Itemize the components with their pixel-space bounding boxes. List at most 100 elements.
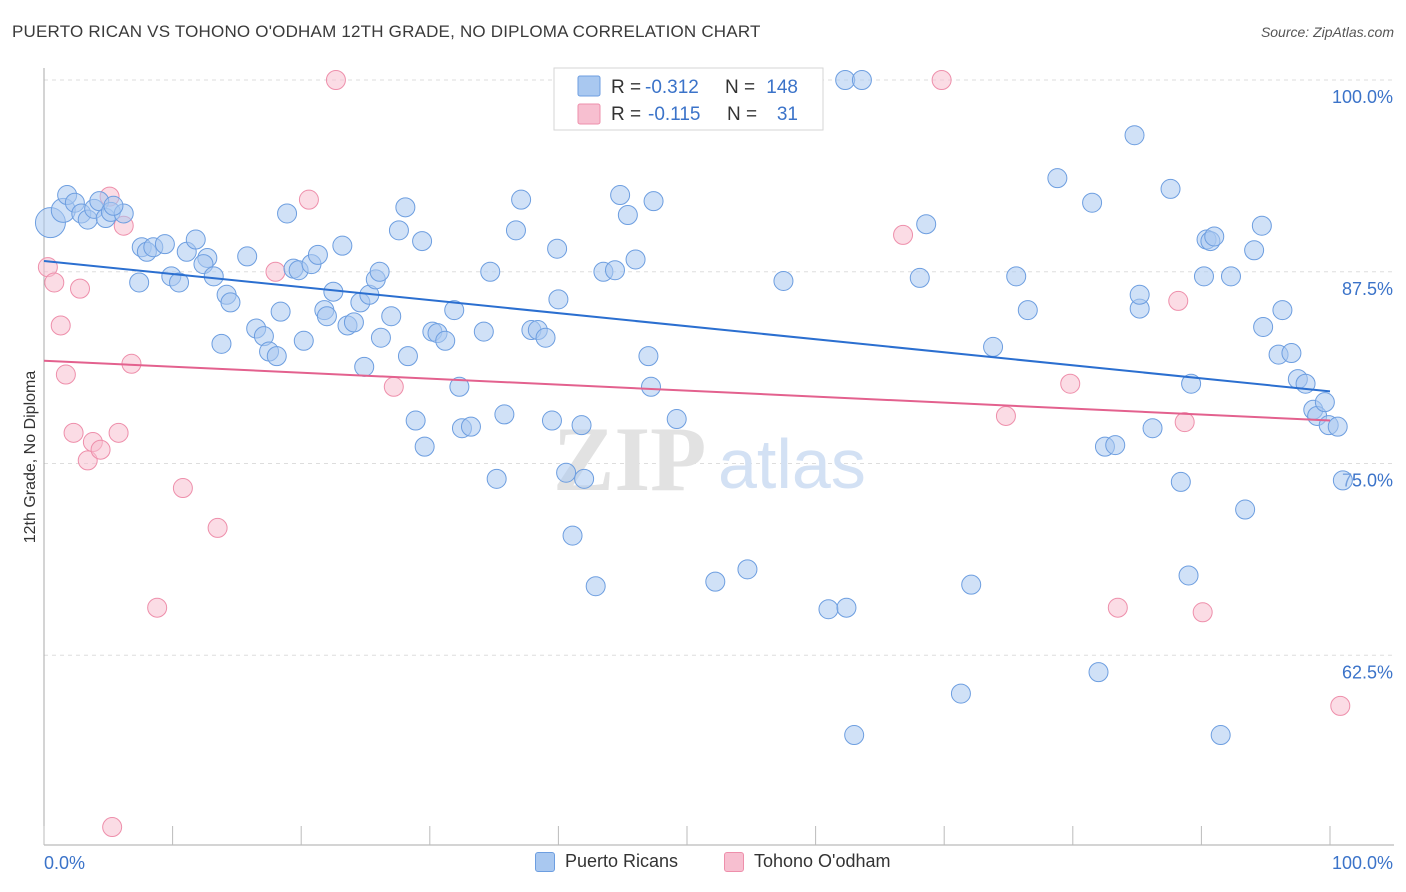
scatter-point-tohono-oodham <box>931 70 952 90</box>
scatter-point-puerto-ricans <box>1272 300 1293 321</box>
y-tick-label: 100.0% <box>1332 87 1393 107</box>
scatter-point-puerto-ricans <box>169 272 190 293</box>
scatter-point-puerto-ricans <box>414 436 435 457</box>
trend-line-tohono-oodham <box>43 359 1331 422</box>
legend-r-label-2: R = <box>611 104 641 125</box>
legend-n-value-2: 31 <box>777 104 798 125</box>
scatter-point-tohono-oodham <box>102 817 123 838</box>
scatter-point-puerto-ricans <box>851 70 872 90</box>
scatter-point-puerto-ricans <box>1017 300 1038 321</box>
scatter-point-puerto-ricans <box>1244 240 1265 261</box>
scatter-point-puerto-ricans <box>381 306 402 327</box>
legend-bottom: Puerto Ricans Tohono O'odham <box>0 851 1406 877</box>
scatter-point-puerto-ricans <box>1178 565 1199 586</box>
scatter-point-puerto-ricans <box>547 238 568 259</box>
legend-n-label-1: N = <box>725 77 755 98</box>
scatter-point-puerto-ricans <box>640 376 661 397</box>
scatter-point-puerto-ricans <box>983 336 1004 357</box>
scatter-point-puerto-ricans <box>316 306 337 327</box>
scatter-point-puerto-ricans <box>388 220 409 241</box>
scatter-point-puerto-ricans <box>1047 168 1068 189</box>
scatter-point-puerto-ricans <box>460 416 481 437</box>
scatter-point-puerto-ricans <box>1204 226 1225 247</box>
scatter-point-puerto-ricans <box>535 327 556 348</box>
trend-line-puerto-ricans <box>43 260 1331 393</box>
scatter-point-puerto-ricans <box>397 346 418 367</box>
y-tick-label: 87.5% <box>1342 279 1393 299</box>
scatter-point-tohono-oodham <box>55 364 76 385</box>
scatter-point-tohono-oodham <box>1192 602 1213 623</box>
scatter-point-puerto-ricans <box>950 683 971 704</box>
scatter-point-puerto-ricans <box>1314 392 1335 413</box>
scatter-point-puerto-ricans <box>1170 471 1191 492</box>
legend-label-puerto-ricans: Puerto Ricans <box>565 851 679 871</box>
scatter-point-tohono-oodham <box>77 450 98 471</box>
scatter-point-tohono-oodham <box>207 517 228 538</box>
scatter-point-puerto-ricans <box>1327 416 1348 437</box>
scatter-point-tohono-oodham <box>325 70 346 90</box>
scatter-point-tohono-oodham <box>44 272 65 293</box>
scatter-point-puerto-ricans <box>1088 662 1109 683</box>
scatter-point-puerto-ricans <box>574 468 595 489</box>
source-label: Source: ZipAtlas.com <box>1260 24 1394 40</box>
scatter-point-tohono-oodham <box>265 261 286 282</box>
scatter-point-puerto-ricans <box>511 189 532 210</box>
scatter-point-puerto-ricans <box>1105 435 1126 456</box>
x-tick-label-max: 100.0% <box>1332 853 1393 873</box>
scatter-point-puerto-ricans <box>412 231 433 252</box>
scatter-point-puerto-ricans <box>486 468 507 489</box>
scatter-point-puerto-ricans <box>405 410 426 431</box>
scatter-point-puerto-ricans <box>343 312 364 333</box>
legend-top: R = -0.312 N = 148 R = -0.115 N = 31 <box>553 67 824 131</box>
legend-r-value-2: -0.115 <box>648 104 700 125</box>
legend-swatch-pink <box>577 103 601 125</box>
scatter-point-puerto-ricans <box>370 327 391 348</box>
scatter-point-tohono-oodham <box>172 478 193 499</box>
scatter-point-tohono-oodham <box>893 224 914 245</box>
scatter-point-puerto-ricans <box>332 235 353 256</box>
scatter-point-puerto-ricans <box>444 300 465 321</box>
scatter-point-puerto-ricans <box>916 214 937 235</box>
scatter-point-puerto-ricans <box>1129 284 1150 305</box>
scatter-point-puerto-ricans <box>1124 125 1145 146</box>
legend-r-value-1: -0.312 <box>645 77 699 98</box>
series-puerto-ricans <box>34 70 1353 746</box>
scatter-point-tohono-oodham <box>70 278 91 299</box>
scatter-point-puerto-ricans <box>395 197 416 218</box>
scatter-point-puerto-ricans <box>818 599 839 620</box>
scatter-point-puerto-ricans <box>773 270 794 291</box>
scatter-point-puerto-ricans <box>1142 418 1163 439</box>
scatter-point-puerto-ricans <box>277 203 298 224</box>
scatter-point-puerto-ricans <box>1193 266 1214 287</box>
scatter-point-puerto-ricans <box>449 376 470 397</box>
scatter-point-puerto-ricans <box>556 462 577 483</box>
scatter-point-puerto-ricans <box>835 70 856 90</box>
scatter-point-tohono-oodham <box>108 422 129 443</box>
y-axis-title: 12th Grade, No Diploma <box>22 371 39 544</box>
legend-swatch-blue <box>577 75 601 97</box>
scatter-point-puerto-ricans <box>480 261 501 282</box>
scatter-point-puerto-ricans <box>836 597 857 618</box>
scatter-point-puerto-ricans <box>237 246 258 267</box>
scatter-point-tohono-oodham <box>147 597 168 618</box>
scatter-point-tohono-oodham <box>63 422 84 443</box>
scatter-point-puerto-ricans <box>1281 343 1302 364</box>
scatter-point-puerto-ricans <box>1253 316 1274 337</box>
scatter-point-puerto-ricans <box>604 260 625 281</box>
scatter-point-puerto-ricans <box>435 330 456 351</box>
scatter-point-puerto-ricans <box>494 404 515 425</box>
legend-swatch-tohono-oodham <box>724 851 744 872</box>
scatter-point-puerto-ricans <box>666 409 687 430</box>
scatter-point-puerto-ricans <box>844 725 865 746</box>
scatter-point-puerto-ricans <box>617 204 638 225</box>
scatter-point-puerto-ricans <box>705 571 726 592</box>
scatter-point-puerto-ricans <box>505 220 526 241</box>
scatter-point-puerto-ricans <box>737 559 758 580</box>
scatter-point-puerto-ricans <box>185 229 206 250</box>
scatter-point-puerto-ricans <box>625 249 646 270</box>
scatter-point-puerto-ricans <box>638 346 659 367</box>
chart-title: PUERTO RICAN VS TOHONO O'ODHAM 12TH GRAD… <box>12 22 761 41</box>
scatter-point-puerto-ricans <box>1210 725 1231 746</box>
scatter-point-tohono-oodham <box>1174 412 1195 433</box>
